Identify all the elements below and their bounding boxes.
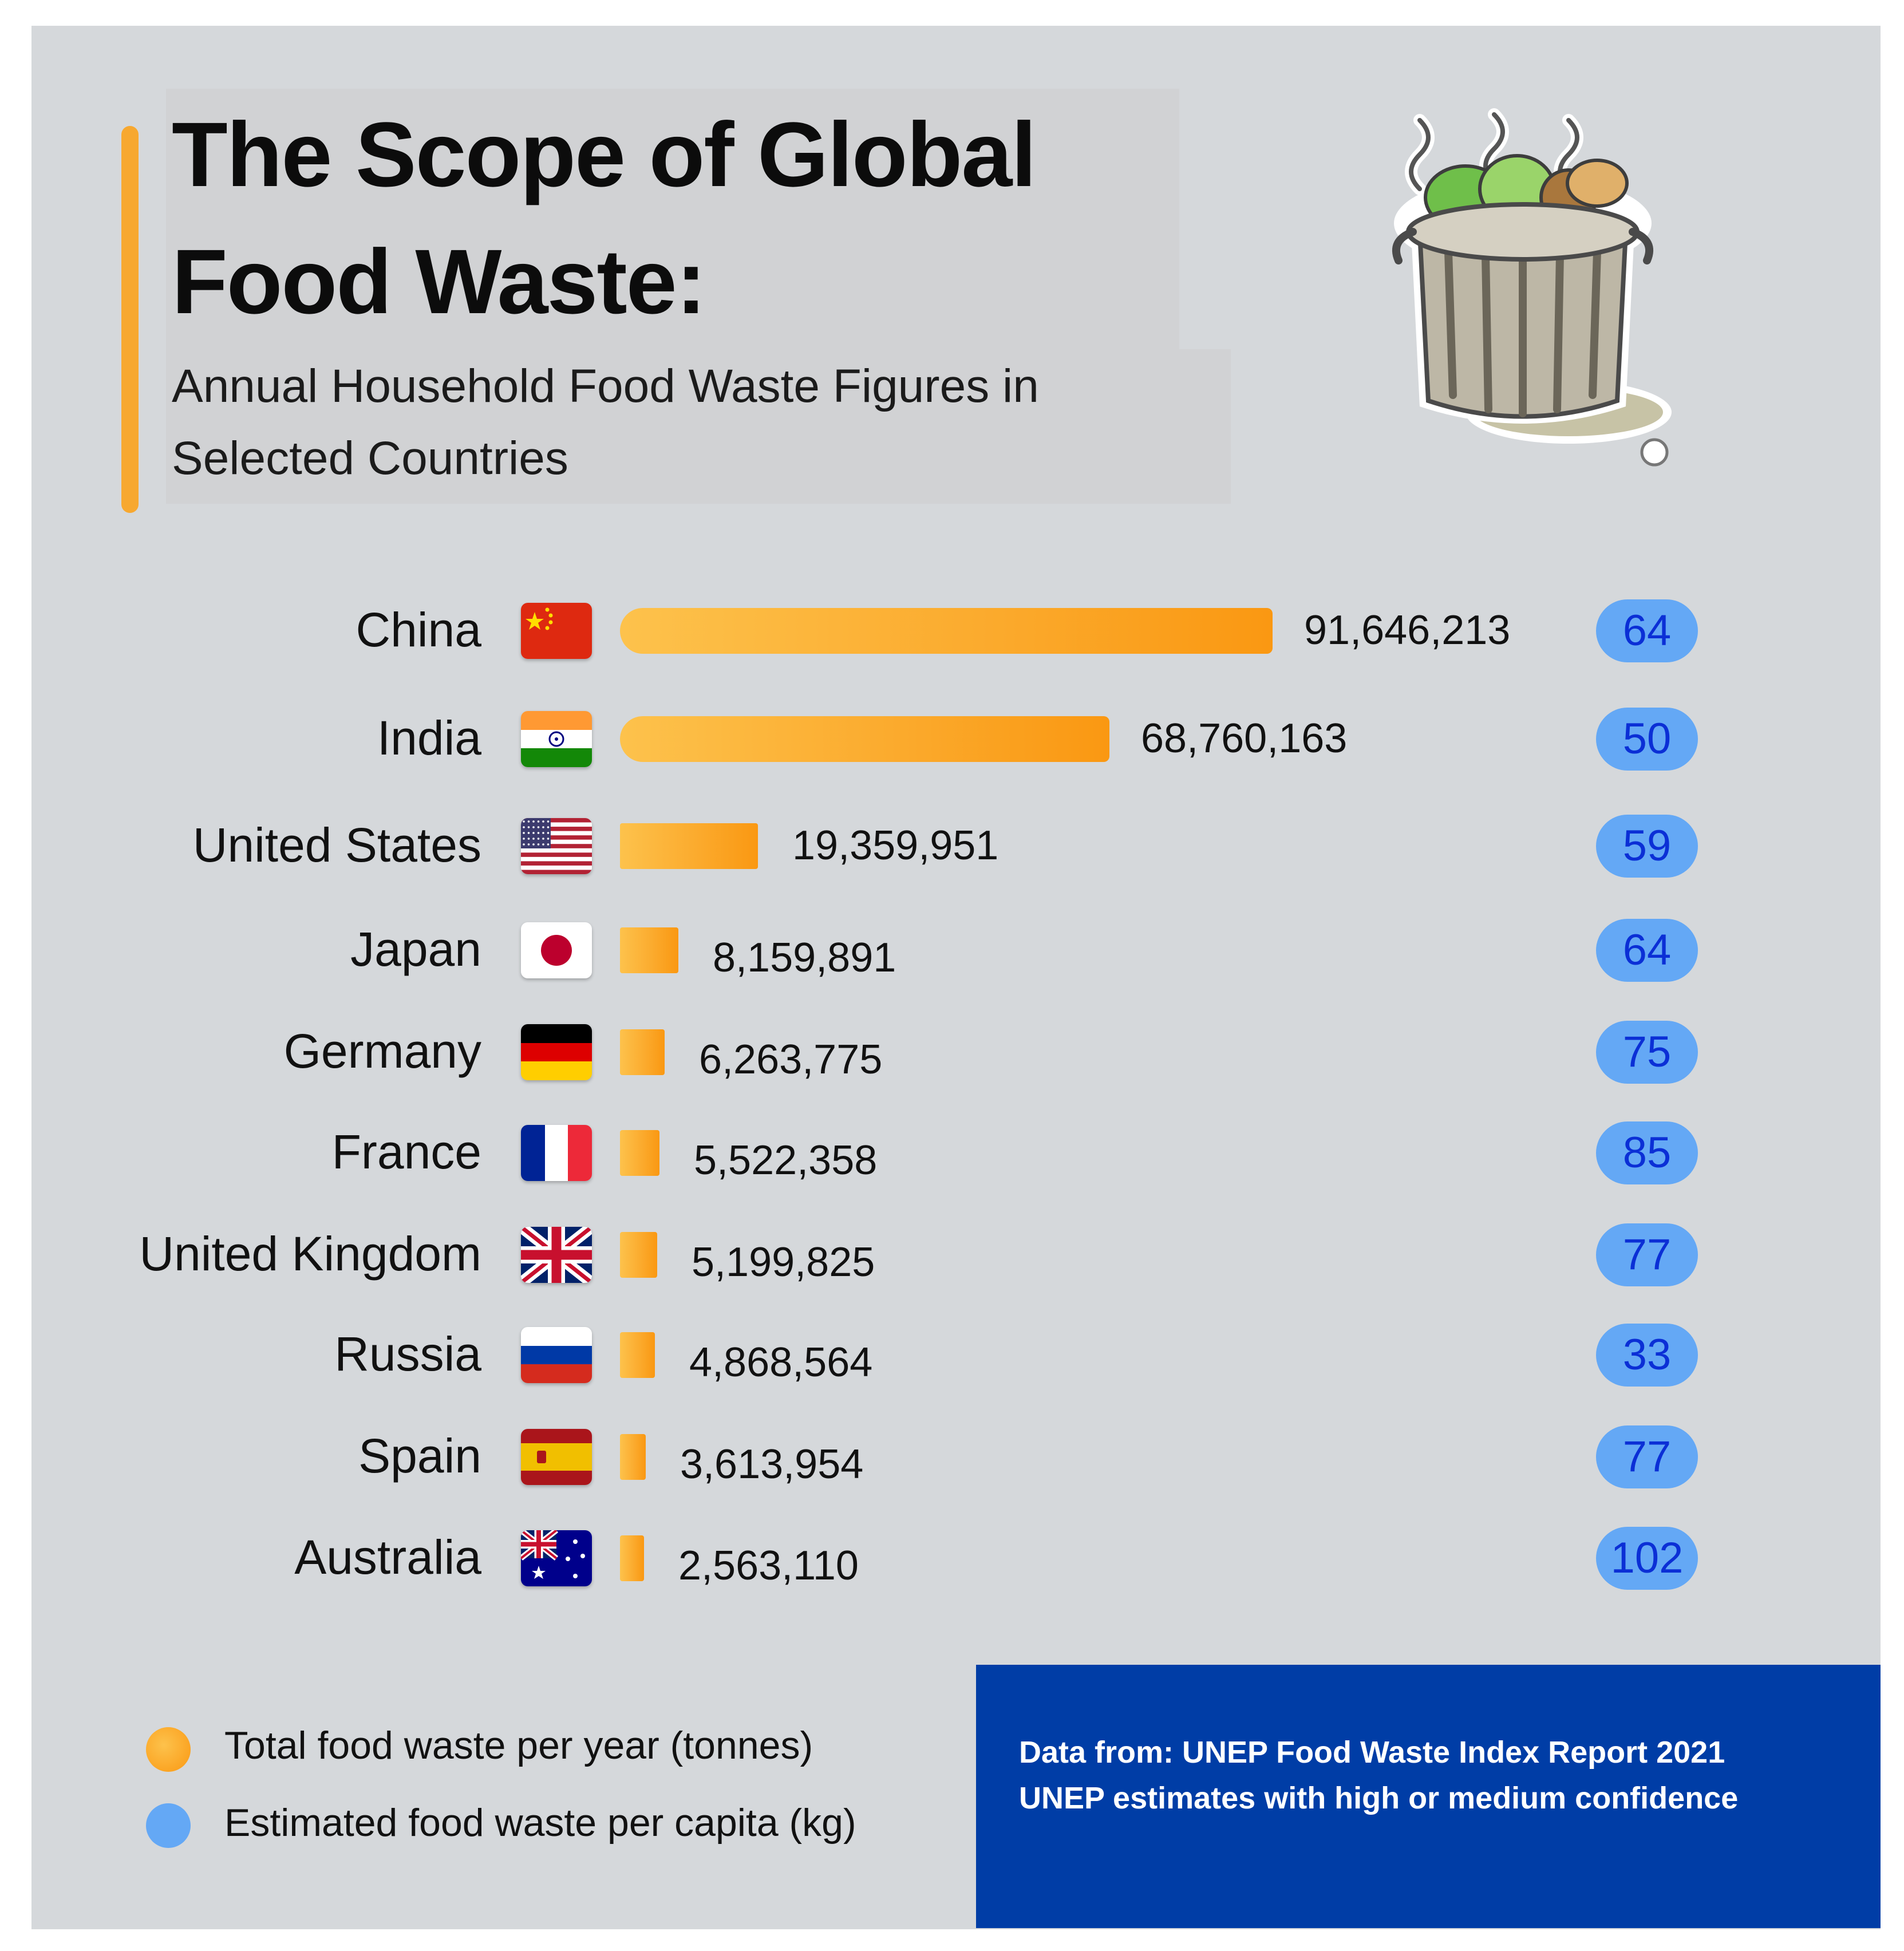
per-capita-badge: 59 bbox=[1596, 815, 1698, 878]
bar-total-russia bbox=[620, 1332, 655, 1378]
value-label-total: 91,646,213 bbox=[1304, 607, 1511, 653]
country-label-india: India bbox=[377, 711, 481, 765]
trash-can-icon bbox=[1392, 108, 1672, 467]
value-label-total: 68,760,163 bbox=[1141, 716, 1348, 761]
spain-flag-icon bbox=[521, 1429, 592, 1485]
title-background bbox=[166, 89, 1179, 349]
per-capita-badge: 77 bbox=[1596, 1223, 1698, 1286]
country-label-germany: Germany bbox=[283, 1024, 481, 1078]
page-title-line-1: The Scope of Global bbox=[172, 103, 1037, 206]
bar-total-united-kingdom bbox=[620, 1232, 657, 1278]
per-capita-badge: 64 bbox=[1596, 919, 1698, 982]
per-capita-badge: 85 bbox=[1596, 1121, 1698, 1184]
legend-orange-dot bbox=[146, 1727, 191, 1772]
country-label-france: France bbox=[331, 1125, 481, 1179]
china-flag-icon bbox=[521, 603, 592, 659]
bar-total-japan bbox=[620, 927, 678, 973]
per-capita-badge: 102 bbox=[1596, 1527, 1698, 1590]
subtitle-background bbox=[166, 349, 1231, 504]
source-box bbox=[976, 1665, 1881, 1928]
value-label-total: 19,359,951 bbox=[792, 823, 999, 868]
france-flag-icon bbox=[521, 1125, 592, 1181]
source-line-1: Data from: UNEP Food Waste Index Report … bbox=[1019, 1735, 1725, 1770]
country-label-china: China bbox=[355, 603, 481, 657]
per-capita-badge: 75 bbox=[1596, 1021, 1698, 1084]
usa-flag-icon bbox=[521, 818, 592, 874]
source-line-2: UNEP estimates with high or medium confi… bbox=[1019, 1781, 1739, 1815]
per-capita-badge: 64 bbox=[1596, 599, 1698, 662]
japan-flag-icon bbox=[521, 922, 592, 978]
country-label-united-states: United States bbox=[192, 818, 481, 872]
value-label-total: 5,199,825 bbox=[692, 1239, 875, 1285]
bar-total-united-states bbox=[620, 823, 758, 869]
legend-per-capita-label: Estimated food waste per capita (kg) bbox=[224, 1801, 856, 1845]
country-label-spain: Spain bbox=[358, 1429, 481, 1483]
germany-flag-icon bbox=[521, 1024, 592, 1080]
value-label-total: 6,263,775 bbox=[699, 1037, 883, 1083]
bar-total-china bbox=[620, 608, 1273, 654]
per-capita-badge: 33 bbox=[1596, 1324, 1698, 1387]
page-subtitle-line-2: Selected Countries bbox=[172, 432, 568, 484]
page-title-line-2: Food Waste: bbox=[172, 230, 706, 333]
australia-flag-icon bbox=[521, 1530, 592, 1586]
page-subtitle-line-1: Annual Household Food Waste Figures in bbox=[172, 360, 1039, 412]
country-label-japan: Japan bbox=[350, 922, 481, 976]
value-label-total: 5,522,358 bbox=[694, 1138, 878, 1183]
title-accent-bar bbox=[121, 126, 139, 513]
country-label-united-kingdom: United Kingdom bbox=[139, 1227, 481, 1281]
country-label-russia: Russia bbox=[334, 1327, 481, 1381]
value-label-total: 3,613,954 bbox=[680, 1441, 864, 1487]
bar-total-france bbox=[620, 1130, 659, 1176]
country-label-australia: Australia bbox=[294, 1530, 481, 1584]
india-flag-icon bbox=[521, 711, 592, 767]
value-label-total: 4,868,564 bbox=[689, 1340, 873, 1385]
per-capita-badge: 77 bbox=[1596, 1425, 1698, 1488]
uk-flag-icon bbox=[521, 1227, 592, 1283]
value-label-total: 2,563,110 bbox=[678, 1543, 859, 1589]
bar-total-spain bbox=[620, 1434, 646, 1480]
russia-flag-icon bbox=[521, 1327, 592, 1383]
bar-total-germany bbox=[620, 1029, 665, 1075]
bar-total-india bbox=[620, 716, 1109, 762]
per-capita-badge: 50 bbox=[1596, 708, 1698, 771]
legend-blue-dot bbox=[146, 1803, 191, 1848]
legend-total-label: Total food waste per year (tonnes) bbox=[224, 1724, 813, 1767]
bar-total-australia bbox=[620, 1535, 644, 1581]
value-label-total: 8,159,891 bbox=[713, 935, 896, 981]
